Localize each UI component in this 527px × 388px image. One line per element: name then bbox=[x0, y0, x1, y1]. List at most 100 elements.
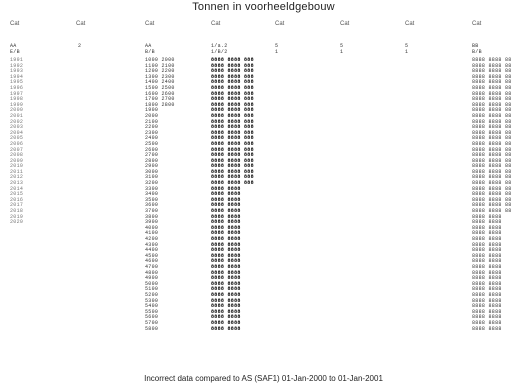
data-cell: 1992 bbox=[10, 62, 24, 69]
data-cell: 8888 8888 bbox=[472, 319, 502, 326]
data-cell: 3100 bbox=[145, 174, 159, 181]
data-cell: 8888 8888 88 bbox=[472, 163, 512, 170]
data-cell: 2012 bbox=[10, 174, 24, 181]
data-cell: 3700 bbox=[145, 208, 159, 215]
data-cell: 2005 bbox=[10, 135, 24, 142]
data-cell: 8888 8888 bbox=[211, 308, 241, 315]
data-cell: 8888 8888 bbox=[211, 303, 241, 310]
data-cell: 8888 8888 88 bbox=[472, 208, 512, 215]
data-cell: 2000 bbox=[10, 107, 24, 114]
data-cell: 4000 bbox=[145, 224, 159, 231]
data-cell: 8888 8888 88 bbox=[472, 157, 512, 164]
data-cell: 1100 2100 bbox=[145, 62, 175, 69]
column-header: Cat bbox=[211, 21, 221, 27]
data-cell: 2010 bbox=[10, 163, 24, 170]
data-cell: 4200 bbox=[145, 236, 159, 242]
data-cell: 4900 bbox=[145, 275, 159, 282]
data-cell: 1800 2800 bbox=[145, 101, 175, 108]
data-cell: 8888 8888 bbox=[211, 258, 241, 265]
data-cell: 8888 8888 bbox=[472, 241, 502, 248]
data-cell: 1995 bbox=[10, 79, 24, 86]
data-cell: 5000 bbox=[145, 280, 159, 287]
data-cell: 8888 8888 88 bbox=[472, 180, 512, 187]
data-cell: 1400 2400 bbox=[145, 79, 175, 86]
data-cell: 8888 8888 bbox=[211, 263, 241, 270]
data-cell: 8888 8888 bbox=[472, 269, 502, 276]
data-cell: 8888 8888 bbox=[472, 303, 502, 310]
data-cell: 2001 bbox=[10, 112, 24, 119]
data-column-1: 1991 1992 1993 1994 1995 1996 1997 1998 1999 2000… bbox=[10, 57, 24, 226]
column-headers: Cat Cat Cat Cat Cat Cat Cat Cat bbox=[0, 21, 527, 31]
data-cell: 8888 8888 bbox=[211, 286, 241, 293]
data-cell: 8888 8888 88 bbox=[472, 129, 512, 136]
data-cell: 5200 bbox=[145, 291, 159, 298]
data-cell: 8888 8888 888 bbox=[211, 157, 254, 164]
data-cell: 8888 8888 88 bbox=[472, 84, 512, 91]
data-cell: 5300 bbox=[145, 297, 159, 304]
data-cell: 8888 8888 88 bbox=[472, 73, 512, 80]
data-cell: 8888 8888 bbox=[211, 319, 241, 326]
data-cell: 2017 bbox=[10, 202, 24, 209]
data-cell: 1996 bbox=[10, 84, 24, 91]
data-cell: 2006 bbox=[10, 140, 24, 147]
data-cell: 2011 bbox=[10, 168, 24, 175]
data-cell: 8888 8888 888 bbox=[211, 124, 254, 131]
data-cell: 8888 8888 bbox=[211, 202, 241, 209]
data-cell: 8888 8888 bbox=[472, 252, 502, 259]
summary-cell: 1/a.2 bbox=[211, 43, 228, 49]
data-cell: 8888 8888 bbox=[211, 224, 241, 231]
data-cell: 8888 8888 bbox=[211, 291, 241, 298]
data-cell: 2003 bbox=[10, 124, 24, 131]
data-cell: 8888 8888 bbox=[472, 236, 502, 242]
data-cell: 8888 8888 88 bbox=[472, 124, 512, 131]
data-column-4: 8888 8888 888 8888 8888 888 8888 8888 888 8… bbox=[211, 57, 254, 332]
data-cell: 8888 8888 bbox=[472, 291, 502, 298]
data-cell: 1200 2200 bbox=[145, 68, 175, 75]
data-cell: 3400 bbox=[145, 191, 159, 198]
data-cell: 8888 8888 bbox=[211, 297, 241, 304]
data-cell: 8888 8888 888 bbox=[211, 140, 254, 147]
summary-cell: BB bbox=[472, 43, 479, 49]
data-cell: 8888 8888 888 bbox=[211, 174, 254, 181]
data-cell: 8888 8888 bbox=[472, 325, 502, 332]
data-cell: 5700 bbox=[145, 319, 159, 326]
data-cell: 4700 bbox=[145, 263, 159, 270]
data-cell: 8888 8888 88 bbox=[472, 146, 512, 153]
data-cell: 8888 8888 bbox=[472, 213, 502, 220]
data-cell: 8888 8888 88 bbox=[472, 152, 512, 159]
data-cell: 3900 bbox=[145, 219, 159, 226]
summary-cell: B/B bbox=[145, 49, 155, 55]
data-cell: 8888 8888 88 bbox=[472, 174, 512, 181]
data-cell: 8888 8888 888 bbox=[211, 96, 254, 103]
data-cell: 2013 bbox=[10, 180, 24, 187]
data-cell: 8888 8888 bbox=[472, 308, 502, 315]
data-cell: 5500 bbox=[145, 308, 159, 315]
summary-cell: 1 bbox=[275, 49, 279, 55]
data-cell: 8888 8888 888 bbox=[211, 152, 254, 159]
data-cell: 8888 8888 88 bbox=[472, 62, 512, 69]
column-header: Cat bbox=[76, 21, 86, 27]
summary-cell: E/B bbox=[10, 49, 20, 55]
data-cell: 8888 8888 88 bbox=[472, 112, 512, 119]
data-cell: 3300 bbox=[145, 185, 159, 192]
data-cell: 8888 8888 88 bbox=[472, 202, 512, 209]
data-cell: 8888 8888 888 bbox=[211, 57, 254, 63]
column-header: Cat bbox=[145, 21, 155, 27]
data-cell: 8888 8888 888 bbox=[211, 84, 254, 91]
data-cell: 8888 8888 888 bbox=[211, 79, 254, 86]
summary-cell: 1 bbox=[340, 49, 344, 55]
data-cell: 2014 bbox=[10, 185, 24, 192]
data-cell: 8888 8888 88 bbox=[472, 168, 512, 175]
data-cell: 3200 bbox=[145, 180, 159, 187]
summary-cell: 1 bbox=[405, 49, 409, 55]
summary-cell: 5 bbox=[405, 43, 409, 49]
data-cell: 5800 bbox=[145, 325, 159, 332]
data-cell: 8888 8888 888 bbox=[211, 62, 254, 69]
data-cell: 8888 8888 bbox=[211, 314, 241, 321]
data-cell: 3500 bbox=[145, 196, 159, 203]
data-cell: 1500 2500 bbox=[145, 84, 175, 91]
data-cell: 2004 bbox=[10, 129, 24, 136]
data-cell: 2019 bbox=[10, 213, 24, 220]
column-header: Cat bbox=[10, 21, 20, 27]
data-cell: 1999 bbox=[10, 101, 24, 108]
